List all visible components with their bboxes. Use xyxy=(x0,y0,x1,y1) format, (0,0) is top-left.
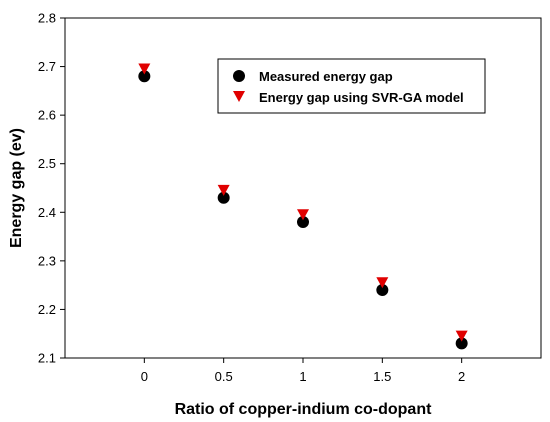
y-tick-label: 2.1 xyxy=(38,351,56,366)
x-tick-label: 2 xyxy=(458,369,465,384)
svr-ga-point xyxy=(217,184,230,196)
x-tick-label: 1 xyxy=(299,369,306,384)
legend: Measured energy gap Energy gap using SVR… xyxy=(217,58,486,114)
y-tick-label: 2.2 xyxy=(38,302,56,317)
measured-point xyxy=(217,191,230,204)
data-marks xyxy=(138,63,468,350)
legend-label-svr-ga: Energy gap using SVR-GA model xyxy=(259,90,464,105)
x-tick-label: 0 xyxy=(141,369,148,384)
legend-marker-measured xyxy=(233,70,245,82)
svr-ga-point xyxy=(455,330,468,342)
svr-ga-point xyxy=(297,209,309,221)
y-axis: 2.1 2.2 2.3 2.4 2.5 2.6 2.7 2.8 xyxy=(38,11,65,366)
legend-box xyxy=(217,58,486,114)
legend-marker-svr-ga xyxy=(233,91,245,102)
x-tick-label: 1.5 xyxy=(373,369,391,384)
measured-point xyxy=(138,70,151,83)
y-tick-label: 2.3 xyxy=(38,253,56,268)
x-tick-label: 0.5 xyxy=(215,369,233,384)
x-axis: 0 0.5 1 1.5 2 xyxy=(141,358,465,384)
measured-point xyxy=(376,284,389,296)
measured-point xyxy=(455,337,468,350)
y-tick-label: 2.6 xyxy=(38,108,56,123)
y-tick-label: 2.5 xyxy=(38,156,56,171)
svr-ga-point xyxy=(376,277,389,289)
x-axis-title: Ratio of copper-indium co-dopant xyxy=(175,401,433,418)
measured-point xyxy=(297,216,309,228)
svr-ga-point xyxy=(138,63,151,75)
y-tick-label: 2.7 xyxy=(38,59,56,74)
legend-label-measured: Measured energy gap xyxy=(259,69,393,84)
y-tick-label: 2.4 xyxy=(38,205,56,220)
y-tick-label: 2.8 xyxy=(38,11,56,26)
y-axis-title: Energy gap (ev) xyxy=(8,128,25,248)
